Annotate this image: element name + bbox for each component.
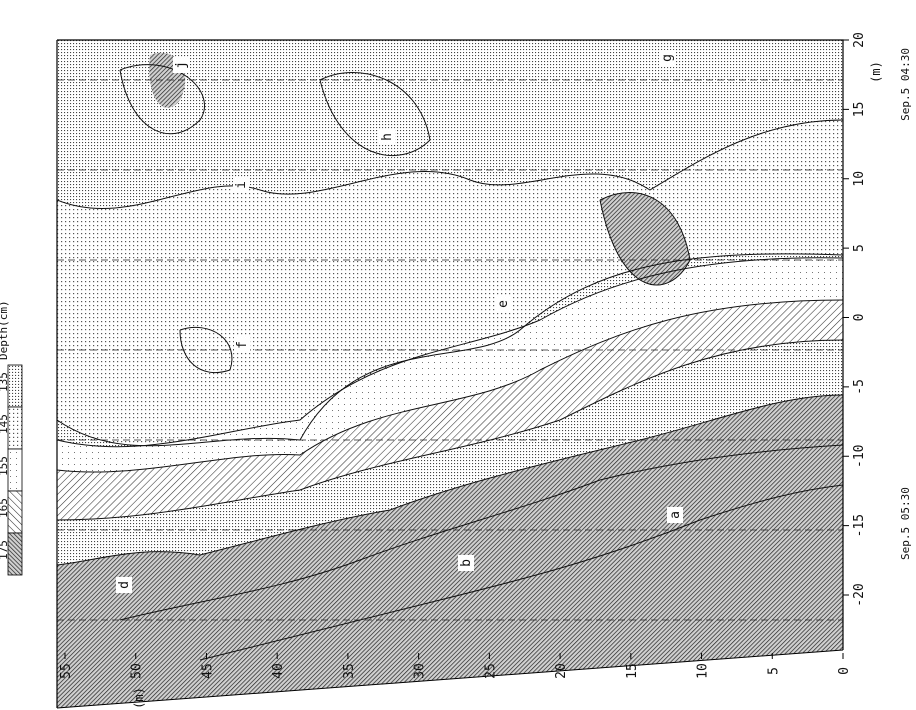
h-axis-tick-label: -5 — [852, 379, 867, 395]
contour-line — [57, 394, 843, 566]
legend-label: 135 — [0, 372, 10, 392]
legend-swatch — [7, 406, 23, 450]
zone-label: j — [174, 61, 189, 69]
v-axis-tick-label: 20 — [554, 663, 569, 679]
plot-area — [57, 40, 843, 708]
zone-label: g — [660, 54, 675, 62]
legend-label: 145 — [0, 414, 10, 434]
contour-line — [57, 339, 843, 521]
v-axis-tick-label: 30 — [413, 663, 428, 679]
region-165 — [57, 300, 843, 520]
h-axis-tick-label: 5 — [852, 244, 867, 252]
v-axis-tick-label: 25 — [483, 663, 498, 679]
contour-line — [57, 119, 843, 210]
zone-label: a — [668, 511, 683, 519]
zone-label-box — [659, 50, 675, 66]
contour-lines — [57, 64, 843, 661]
v-axis-tick-label: 35 — [342, 663, 357, 679]
horizontal-axis: -20 -15 -10 -5 0 5 10 15 20 — [843, 32, 867, 607]
time-label-top: Sep.5 04:30 — [899, 48, 912, 121]
region-175 — [57, 395, 843, 708]
h-axis-tick-label: -15 — [852, 514, 867, 537]
v-axis-tick-label: 55 — [59, 663, 74, 679]
v-axis-tick-label: 40 — [271, 663, 286, 679]
dashed-guide-lines — [57, 79, 843, 621]
h-axis-tick-label: 20 — [852, 32, 867, 48]
zone-label-box — [458, 555, 474, 571]
legend: 135 145 155 165 175 Depth(cm) — [0, 300, 23, 576]
zone-label-box — [495, 296, 511, 312]
plot-bottom-edge — [56, 649, 844, 709]
region-deep-inner-2 — [600, 192, 690, 285]
zone-label-box — [173, 57, 189, 73]
contour-line — [319, 72, 431, 156]
legend-swatch — [7, 532, 23, 576]
contour-line — [57, 299, 843, 473]
v-axis-tick-label: 0 — [837, 667, 852, 675]
zone-label: i — [234, 181, 249, 189]
legend-swatch — [7, 490, 23, 534]
region-155 — [57, 257, 843, 473]
contour-line — [199, 484, 843, 661]
legend-title: Depth(cm) — [0, 300, 10, 360]
zone-label: e — [496, 300, 511, 308]
zone-label: h — [380, 133, 395, 141]
zone-label-box — [667, 507, 683, 523]
legend-swatch — [7, 448, 23, 492]
time-label-bottom: Sep.5 05:30 — [899, 487, 912, 560]
h-axis-tick-label: -20 — [852, 583, 867, 606]
zone-label-box — [379, 129, 395, 145]
zone-label-box — [234, 337, 250, 353]
zone-label: f — [235, 341, 250, 349]
v-axis-tick-label: 45 — [200, 663, 215, 679]
contour-line — [57, 257, 843, 448]
zone-label-box — [116, 577, 132, 593]
vertical-axis: 0 5 10 15 20 25 30 35 40 45 50 55 — [59, 653, 852, 679]
contour-line — [119, 64, 206, 135]
v-axis-tick-label: 15 — [625, 663, 640, 679]
h-axis-tick-label: 15 — [852, 102, 867, 118]
v-axis-tick-label: 50 — [130, 663, 145, 679]
zone-label: b — [459, 559, 474, 567]
legend-swatches: 135 145 155 165 175 — [0, 364, 23, 576]
legend-label: 165 — [0, 498, 10, 518]
horizontal-axis-unit: (m) — [869, 61, 883, 83]
contour-line — [119, 444, 843, 621]
contour-line — [57, 253, 843, 447]
legend-swatch — [7, 364, 23, 408]
zone-label-box — [233, 177, 249, 193]
h-axis-tick-label: 10 — [852, 171, 867, 187]
v-axis-tick-label: 5 — [766, 667, 781, 675]
h-axis-tick-label: 0 — [852, 314, 867, 322]
zone-label: d — [117, 581, 132, 589]
contour-line — [179, 326, 233, 374]
v-axis-tick-label: 10 — [696, 663, 711, 679]
legend-label: 155 — [0, 456, 10, 476]
vertical-axis-unit: (m) — [132, 687, 146, 709]
zone-labels: a b d e f g h i j — [116, 50, 683, 593]
legend-label: 175 — [0, 540, 10, 560]
h-axis-tick-label: -10 — [852, 445, 867, 468]
